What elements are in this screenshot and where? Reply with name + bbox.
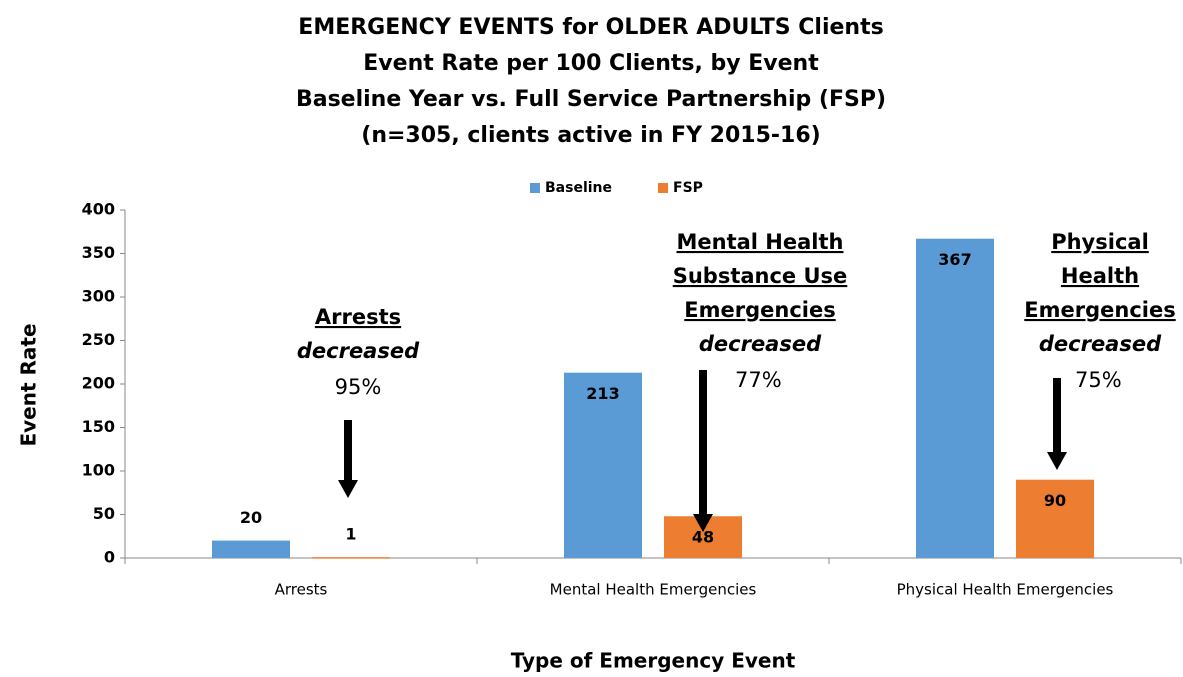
chart-title: Baseline Year vs. Full Service Partnersh… [296, 87, 886, 112]
bar [564, 372, 642, 558]
arrow-shaft [699, 370, 707, 516]
x-tick-label: Mental Health Emergencies [550, 581, 757, 599]
annotation-heading: Emergencies [684, 298, 835, 322]
bar [916, 238, 994, 558]
data-label: 90 [1044, 491, 1066, 510]
y-tick-label: 100 [82, 461, 115, 480]
annotation-verb: decreased [1039, 332, 1162, 356]
annotation-heading: Substance Use [673, 264, 848, 288]
arrow-head [1047, 452, 1067, 470]
y-tick-label: 200 [82, 374, 115, 393]
bar [312, 557, 390, 559]
y-tick-label: 350 [82, 243, 115, 262]
annotation-change: 95% [335, 375, 382, 399]
y-tick-label: 400 [82, 200, 115, 219]
data-label: 20 [240, 508, 262, 527]
annotation-heading: Mental Health [677, 230, 844, 254]
arrow-head [338, 480, 358, 498]
legend-swatch [530, 183, 540, 193]
annotation-heading: Physical [1051, 230, 1149, 254]
arrow-shaft [344, 420, 352, 482]
annotation-heading: Arrests [315, 305, 401, 329]
annotation-change: 75% [1075, 368, 1122, 392]
y-tick-label: 150 [82, 417, 115, 436]
legend-label: Baseline [545, 180, 612, 196]
annotation-heading: Emergencies [1024, 298, 1175, 322]
data-label: 213 [586, 384, 619, 403]
y-axis-title: Event Rate [17, 323, 41, 446]
bar [1016, 479, 1094, 558]
annotation-change: 77% [735, 368, 782, 392]
x-tick-label: Arrests [275, 581, 328, 599]
y-tick-label: 0 [104, 548, 115, 567]
data-label: 48 [692, 528, 714, 547]
arrow-head [693, 514, 713, 532]
legend-label: FSP [673, 180, 703, 196]
y-tick-label: 50 [93, 504, 115, 523]
bar [212, 540, 290, 558]
annotation-verb: decreased [297, 339, 420, 363]
x-tick-label: Physical Health Emergencies [897, 581, 1114, 599]
data-label: 1 [345, 525, 356, 544]
chart-title: Event Rate per 100 Clients, by Event [363, 51, 819, 76]
legend-swatch [658, 183, 668, 193]
y-tick-label: 250 [82, 330, 115, 349]
data-label: 367 [938, 250, 971, 269]
chart-title: (n=305, clients active in FY 2015-16) [361, 123, 820, 148]
arrow-shaft [1053, 378, 1061, 454]
chart-title: EMERGENCY EVENTS for OLDER ADULTS Client… [298, 15, 883, 40]
x-axis-title: Type of Emergency Event [511, 649, 796, 673]
annotation-heading: Health [1061, 264, 1139, 288]
annotation-verb: decreased [699, 332, 822, 356]
y-tick-label: 300 [82, 287, 115, 306]
